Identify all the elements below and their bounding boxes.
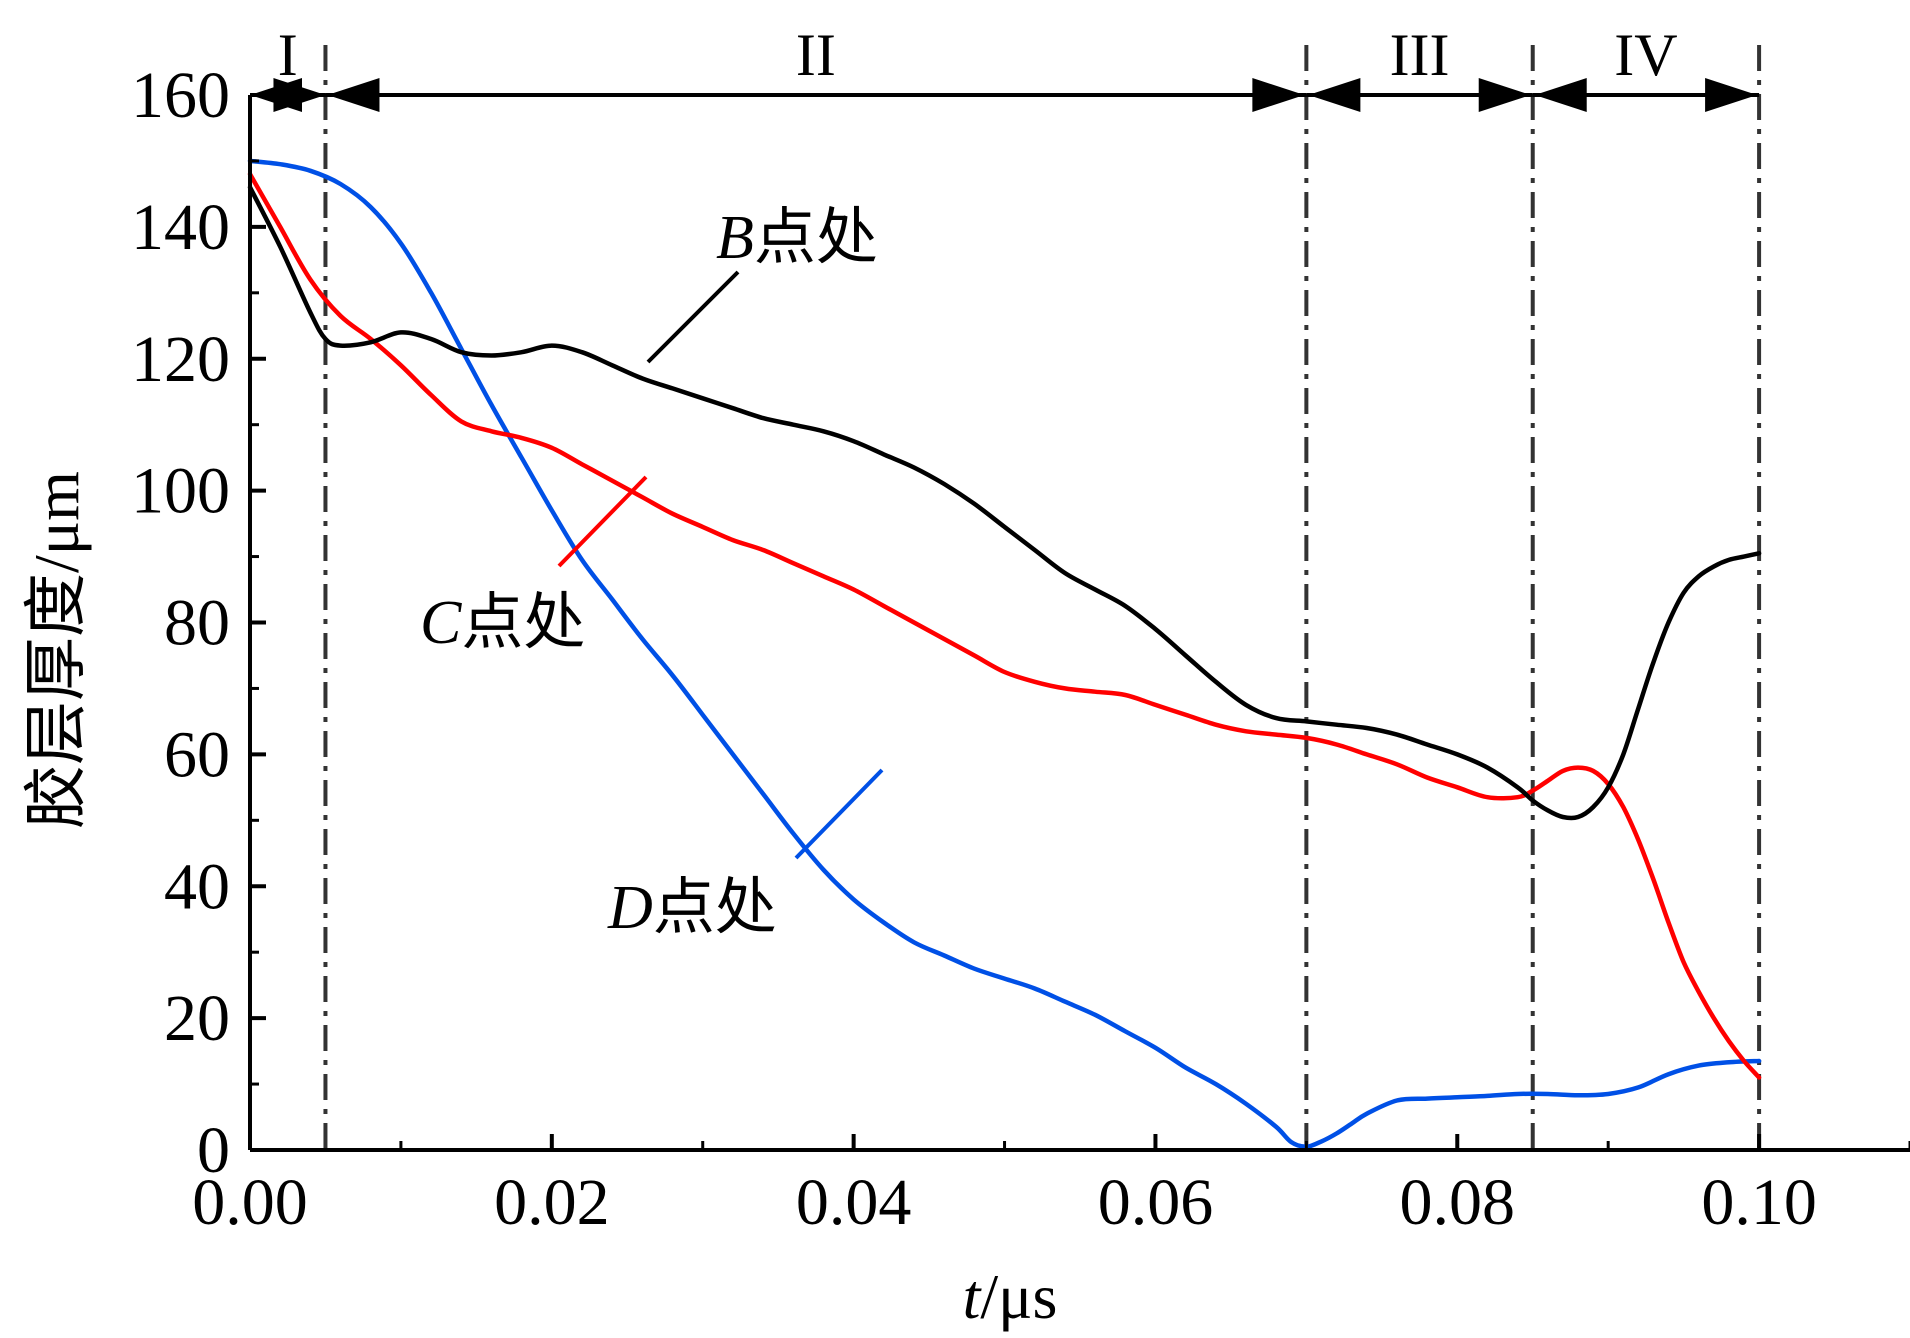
y-tick-label: 160 — [131, 59, 230, 132]
y-axis-title: 胶层厚度/μm — [21, 471, 92, 829]
series-line-d — [247, 158, 1762, 1149]
x-tick-label: 0.10 — [1701, 1166, 1817, 1239]
x-tick-label: 0.04 — [796, 1166, 912, 1239]
series-line-c — [247, 171, 1762, 1080]
region-arrowhead — [1478, 78, 1531, 112]
y-tick-label: 0 — [197, 1114, 230, 1187]
region-label-iii: III — [1390, 22, 1450, 88]
region-arrowhead — [1705, 78, 1758, 112]
region-arrowhead — [273, 78, 326, 112]
x-tick-label: 0.06 — [1098, 1166, 1214, 1239]
x-tick-label: 0.00 — [192, 1166, 308, 1239]
y-tick-label: 80 — [164, 587, 230, 660]
y-tick-label: 140 — [131, 191, 230, 264]
region-arrowhead — [1252, 78, 1305, 112]
x-axis-title: t/μs — [963, 1261, 1058, 1332]
annotation-variable: C — [420, 589, 462, 657]
axes: 0 20 40 60 80 100 120 140 160 0.00 0.02 0.04 0.06 0.0… — [131, 59, 1910, 1239]
annotation-leader-c — [557, 475, 648, 568]
annotation-text: 点处 — [754, 204, 878, 272]
region-arrowhead — [327, 78, 380, 112]
y-tick-label: 120 — [131, 323, 230, 396]
region-label-iv: IV — [1614, 22, 1677, 88]
region-markers: I II III IV — [250, 22, 1760, 112]
region-label-i: I — [278, 22, 298, 88]
annotation-label-c: C点处 — [420, 589, 585, 657]
annotation-leader-b — [646, 270, 740, 364]
annotation-text: 点处 — [653, 874, 777, 942]
x-axis-unit: /μs — [980, 1261, 1057, 1332]
region-arrowhead — [1308, 78, 1361, 112]
series-line-b — [247, 185, 1762, 821]
y-tick-label: 40 — [164, 850, 230, 923]
y-tick-label: 20 — [164, 982, 230, 1055]
annotation-label-d: D点处 — [607, 874, 777, 942]
series-lines — [247, 158, 1762, 1149]
x-axis-variable: t — [963, 1261, 983, 1332]
region-arrowhead — [1534, 78, 1587, 112]
region-label-ii: II — [796, 22, 836, 88]
annotation-leader-d — [794, 768, 884, 860]
annotation-text: 点处 — [461, 589, 585, 657]
y-tick-label: 60 — [164, 718, 230, 791]
annotation-variable: B — [716, 204, 754, 272]
y-tick-label: 100 — [131, 455, 230, 528]
x-tick-label: 0.08 — [1400, 1166, 1516, 1239]
annotation-variable: D — [607, 874, 653, 942]
annotation-label-b: B点处 — [716, 204, 878, 272]
region-boundaries — [323, 45, 1762, 1150]
x-tick-label: 0.02 — [494, 1166, 610, 1239]
